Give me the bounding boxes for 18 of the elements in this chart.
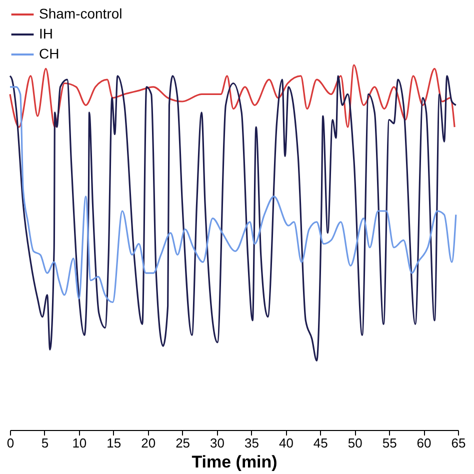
- x-axis-title: Time (min): [192, 452, 278, 472]
- x-tick-label: 40: [278, 436, 294, 450]
- x-tick-label: 5: [41, 436, 49, 450]
- x-tick-label: 0: [6, 436, 14, 450]
- x-tick-label: 50: [348, 436, 362, 450]
- legend-label: IH: [39, 26, 53, 42]
- x-tick-label: 20: [141, 436, 156, 450]
- x-tick-label: 55: [382, 436, 397, 450]
- legend-label: Sham-control: [39, 6, 122, 22]
- x-tick-label: 15: [106, 436, 122, 450]
- x-tick-label: 65: [451, 436, 466, 450]
- x-tick-label: 30: [210, 436, 225, 450]
- x-tick-label: 25: [176, 436, 190, 450]
- x-tick-label: 35: [244, 436, 259, 450]
- x-tick-label: 60: [416, 436, 432, 450]
- legend-label: CH: [39, 46, 60, 62]
- x-tick-label: 45: [313, 436, 328, 450]
- x-tick-label: 10: [72, 436, 87, 450]
